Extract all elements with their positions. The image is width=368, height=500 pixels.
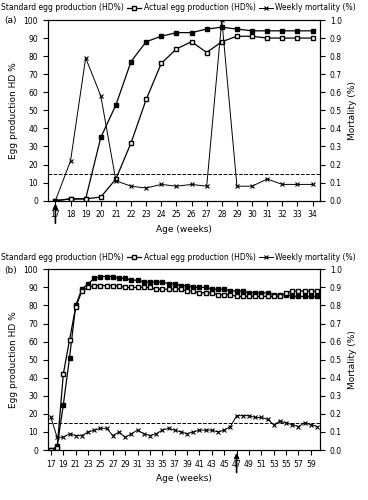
X-axis label: Age (weeks): Age (weeks) [156, 474, 212, 484]
Legend: Standard egg production (HD%), Actual egg production (HD%), Weekly mortality (%): Standard egg production (HD%), Actual eg… [0, 0, 359, 16]
Text: (b): (b) [4, 266, 17, 274]
Y-axis label: Mortality (%): Mortality (%) [347, 330, 357, 389]
Y-axis label: Mortality (%): Mortality (%) [347, 81, 357, 140]
Y-axis label: Egg production HD %: Egg production HD % [9, 312, 18, 408]
Legend: Standard egg production (HD%), Actual egg production (HD%), Weekly mortality (%): Standard egg production (HD%), Actual eg… [0, 250, 359, 265]
X-axis label: Age (weeks): Age (weeks) [156, 225, 212, 234]
Y-axis label: Egg production HD %: Egg production HD % [9, 62, 18, 158]
Text: (a): (a) [4, 16, 17, 26]
